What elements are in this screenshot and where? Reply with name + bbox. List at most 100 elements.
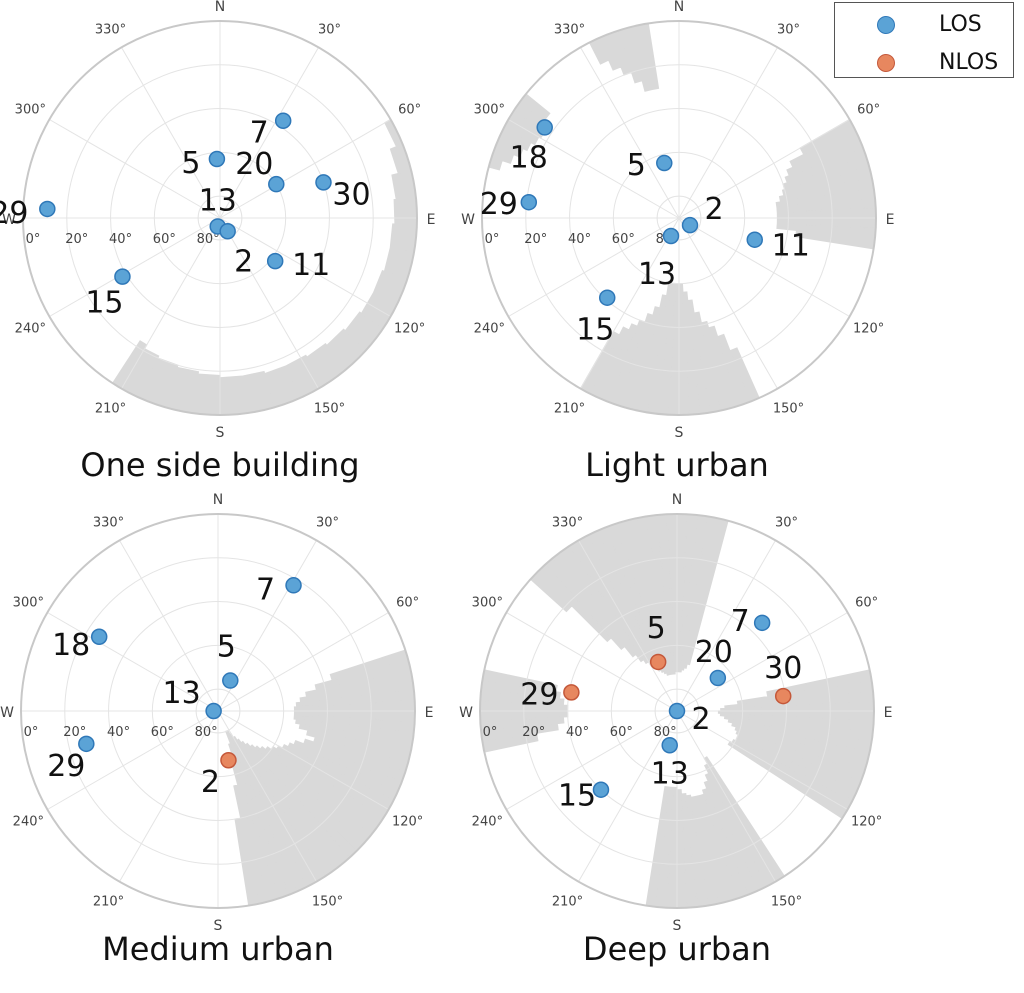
azimuth-tick-label: 30° [318, 22, 341, 37]
azimuth-spoke [676, 710, 776, 882]
azimuth-spoke [219, 47, 319, 219]
compass-label-w: W [0, 705, 14, 721]
satellite-marker-2 [668, 702, 686, 720]
satellite-label-2: 2 [234, 244, 253, 279]
satellite-marker-2 [220, 751, 237, 769]
outer-rim [20, 513, 416, 909]
azimuth-spoke [219, 217, 319, 389]
satellite-marker-13 [662, 227, 680, 245]
azimuth-spoke [578, 540, 678, 712]
satellite-marker-7 [753, 614, 771, 632]
azimuth-spoke [678, 47, 778, 219]
elevation-tick-label: 60° [612, 232, 635, 247]
elevation-tick-label: 60° [610, 725, 633, 740]
compass-label-s: S [216, 425, 225, 441]
elevation-tick-label: 80° [654, 725, 677, 740]
legend-item-los: LOS [835, 11, 1013, 41]
panel-title-light-urban: Light urban [585, 446, 769, 484]
obstruction-region [487, 22, 877, 416]
azimuth-spoke [217, 710, 389, 810]
compass-label-s: S [675, 425, 684, 441]
elevation-tick-label: 60° [153, 232, 176, 247]
satellite-marker-5 [222, 672, 239, 689]
azimuth-tick-label: 210° [554, 402, 585, 417]
azimuth-tick-label: 210° [552, 895, 583, 910]
azimuth-spoke [217, 710, 317, 882]
panel-title-one-side-building: One side building [80, 446, 360, 484]
satellite-label-5: 5 [627, 148, 646, 183]
satellite-label-18: 18 [52, 628, 90, 663]
azimuth-spoke [676, 710, 848, 810]
azimuth-tick-label: 330° [552, 515, 583, 530]
los-marker-icon [877, 16, 895, 34]
azimuth-spoke [119, 540, 219, 712]
satellite-label-29: 29 [480, 187, 518, 222]
azimuth-spoke [678, 217, 778, 389]
skyplot-panel-deep-urban: N E S W 30° 60° 120° 150° 210° 240° 300° 330° 0° 20° 4… [459, 492, 892, 934]
satellite-label-30: 30 [764, 651, 802, 686]
elevation-tick-label: 0° [485, 232, 500, 247]
satellite-label-11: 11 [292, 248, 330, 283]
satellite-label-7: 7 [731, 604, 750, 639]
elevation-tick-label: 80° [195, 725, 218, 740]
satellite-label-20: 20 [235, 147, 273, 182]
legend: LOS NLOS [834, 2, 1014, 78]
azimuth-tick-label: 60° [398, 103, 421, 118]
satellite-label-13: 13 [651, 756, 689, 791]
azimuth-spoke [217, 612, 389, 712]
legend-item-nlos: NLOS [835, 49, 1013, 79]
azimuth-tick-label: 240° [474, 322, 505, 337]
satellite-marker-13 [205, 702, 222, 720]
satellite-label-11: 11 [772, 229, 810, 264]
satellite-marker-13 [661, 737, 678, 754]
azimuth-tick-label: 150° [771, 895, 802, 910]
azimuth-spoke [121, 47, 221, 219]
compass-label-w: W [461, 212, 475, 228]
azimuth-spoke [508, 217, 680, 317]
legend-label-los: LOS [939, 12, 982, 37]
azimuth-spoke [49, 217, 221, 317]
nlos-marker-icon [877, 54, 895, 72]
compass-label-n: N [672, 492, 682, 508]
satellite-label-2: 2 [691, 702, 710, 737]
azimuth-tick-label: 120° [394, 322, 425, 337]
elevation-tick-label: 0° [24, 725, 39, 740]
satellite-marker-2 [681, 216, 699, 234]
elevation-tick-label: 80° [197, 232, 220, 247]
satellite-label-7: 7 [256, 572, 275, 607]
azimuth-tick-label: 120° [392, 815, 423, 830]
elevation-tick-label: 40° [566, 725, 589, 740]
azimuth-tick-label: 60° [396, 596, 419, 611]
azimuth-tick-label: 30° [316, 515, 339, 530]
satellite-marker-29 [39, 200, 56, 218]
skyplot-panel-medium-urban: N E S W 30° 60° 120° 150° 210° 240° 300° 330° 0° 20° 4… [0, 492, 433, 934]
satellite-marker-29 [563, 684, 580, 701]
satellite-marker-20 [709, 669, 727, 687]
azimuth-spoke [506, 612, 678, 712]
compass-label-w: W [2, 212, 16, 228]
azimuth-spoke [49, 119, 221, 219]
azimuth-spoke [678, 217, 850, 317]
compass-label-n: N [674, 0, 684, 15]
azimuth-tick-label: 150° [314, 402, 345, 417]
azimuth-spoke [678, 119, 850, 219]
azimuth-spoke [47, 612, 219, 712]
satellite-marker-18 [536, 119, 553, 136]
satellite-label-5: 5 [647, 611, 666, 646]
satellite-marker-15 [592, 781, 610, 798]
azimuth-tick-label: 240° [472, 815, 503, 830]
satellite-marker-20 [268, 175, 285, 193]
legend-label-nlos: NLOS [939, 50, 999, 75]
satellite-marker-18 [90, 628, 108, 646]
azimuth-tick-label: 60° [855, 596, 878, 611]
azimuth-spoke [676, 612, 848, 712]
azimuth-tick-label: 150° [773, 402, 804, 417]
azimuth-tick-label: 300° [13, 596, 44, 611]
satellite-marker-15 [598, 289, 616, 306]
compass-label-s: S [214, 918, 223, 934]
satellite-label-13: 13 [638, 257, 676, 292]
satellite-label-29: 29 [520, 677, 558, 712]
satellite-marker-7 [274, 112, 292, 129]
elevation-tick-label: 20° [65, 232, 88, 247]
